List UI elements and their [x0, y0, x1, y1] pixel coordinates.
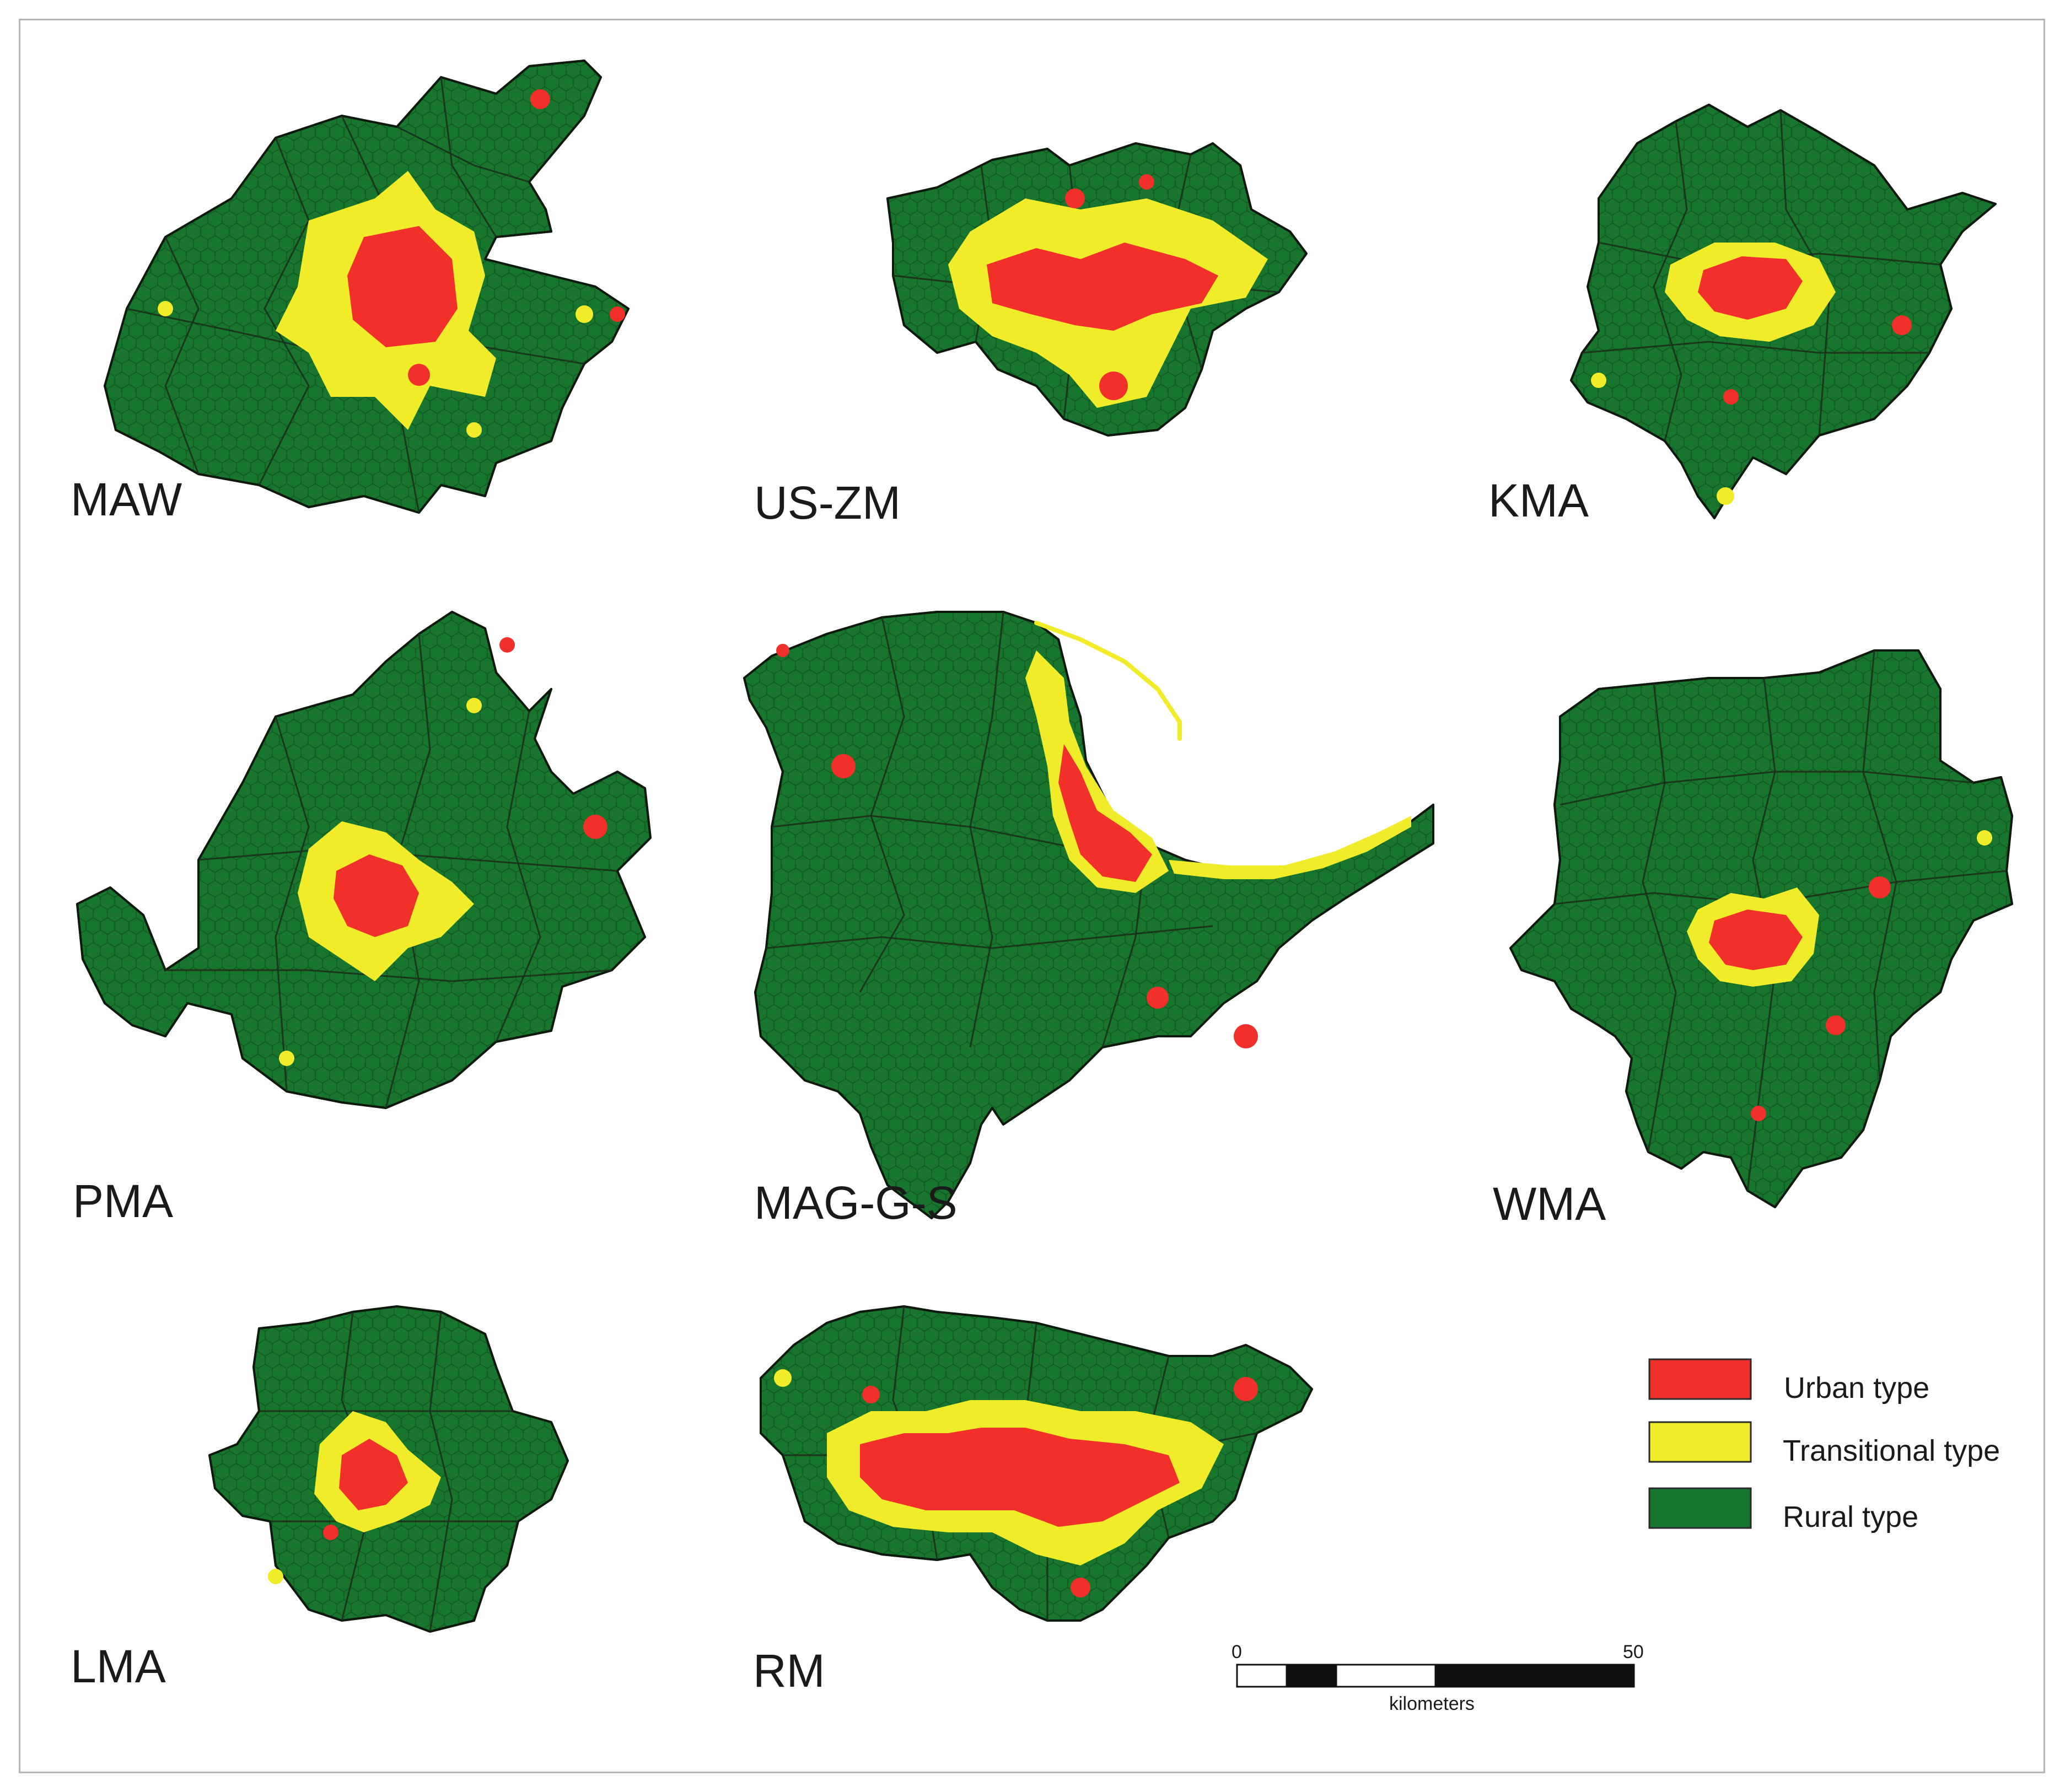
legend: Urban type Transitional type Rural type	[1648, 1358, 2000, 1533]
region-maw-urban-spot	[530, 89, 550, 109]
legend-swatch-urban	[1648, 1358, 1752, 1400]
region-label-mag-g-s: MAG-G-S	[754, 1177, 958, 1229]
region-mag-g-s-spit-fill	[1034, 621, 1182, 741]
legend-swatch-rural	[1648, 1487, 1752, 1529]
region-rm-transitional-spot	[774, 1369, 792, 1387]
legend-item-urban: Urban type	[1648, 1358, 1929, 1404]
region-kma-urban-spot	[1723, 389, 1739, 405]
region-wma-transitional-spot	[1977, 830, 1992, 846]
region-us-zm-urban-spot	[1099, 372, 1128, 400]
legend-item-transitional: Transitional type	[1648, 1421, 2000, 1467]
region-rm-urban-spot	[1234, 1377, 1258, 1401]
region-lma-urban-core	[339, 1439, 408, 1510]
region-mag-g-s: MAG-G-S	[743, 611, 1434, 1229]
region-rm: RM	[753, 1305, 1313, 1697]
region-maw-transitional-spot	[466, 422, 482, 438]
region-label-us-zm: US-ZM	[754, 477, 901, 529]
scale-bar-segment	[1236, 1664, 1288, 1688]
region-us-zm-urban-spot	[1065, 189, 1085, 208]
region-label-wma: WMA	[1493, 1178, 1606, 1230]
region-lma: LMA	[71, 1305, 569, 1692]
region-kma-transitional-spot	[1591, 373, 1606, 388]
region-pma-urban-spot	[583, 815, 607, 839]
region-us-zm-urban-spot	[1139, 174, 1154, 190]
region-mag-g-s-urban-spot	[1234, 1024, 1258, 1048]
region-us-zm-urban-core	[987, 243, 1218, 331]
region-wma-urban-core	[1709, 910, 1803, 970]
region-mag-g-s-urban-spot	[831, 754, 856, 778]
region-us-zm: US-ZM	[754, 142, 1308, 529]
scale-bar-segment	[1434, 1664, 1635, 1688]
region-label-lma: LMA	[71, 1640, 166, 1692]
region-mag-g-s-urban-spot	[776, 644, 789, 657]
region-wma-boundaries	[1554, 650, 2007, 1191]
legend-swatch-transitional	[1648, 1421, 1752, 1463]
region-mag-g-s-transitional-zone	[1025, 650, 1169, 893]
region-maw-urban-spot	[610, 306, 625, 322]
region-label-maw: MAW	[71, 473, 182, 525]
region-mag-g-s-hexgrid	[743, 611, 1434, 1219]
region-label-pma: PMA	[73, 1175, 173, 1227]
region-wma-urban-spot	[1826, 1015, 1846, 1035]
scale-bar-unit-label: kilometers	[1389, 1693, 1475, 1714]
region-mag-g-s-urban-spot	[1147, 987, 1169, 1009]
region-mag-g-s-urban-core	[1058, 744, 1152, 882]
region-lma-transitional-spot	[268, 1569, 283, 1584]
legend-label-transitional: Transitional type	[1783, 1434, 2000, 1467]
scale-bar-segment	[1335, 1664, 1437, 1688]
region-mag-g-s-coast-transitional	[1169, 816, 1411, 879]
region-kma: KMA	[1488, 104, 1997, 526]
legend-label-urban: Urban type	[1784, 1371, 1929, 1404]
region-wma: WMA	[1493, 649, 2013, 1230]
map-frame	[19, 19, 2045, 1773]
region-label-rm: RM	[753, 1645, 825, 1697]
legend-label-rural: Rural type	[1783, 1500, 1918, 1533]
region-wma-urban-spot	[1751, 1106, 1766, 1121]
region-maw-urban-spot	[408, 364, 430, 386]
region-rm-urban-core	[860, 1428, 1180, 1527]
scale-bar: 0 50 kilometers	[1232, 1642, 1644, 1714]
scale-bar-segment	[1286, 1664, 1337, 1688]
region-pma-transitional-spot	[279, 1051, 294, 1066]
region-kma-urban-spot	[1892, 315, 1912, 335]
scale-bar-end-label: 50	[1623, 1642, 1644, 1662]
region-wma-urban-spot	[1869, 876, 1891, 898]
region-kma-urban-core	[1698, 256, 1803, 320]
region-label-kma: KMA	[1488, 475, 1589, 526]
region-pma: PMA	[73, 611, 652, 1227]
legend-item-rural: Rural type	[1648, 1487, 1918, 1533]
scale-bar-start-label: 0	[1232, 1642, 1242, 1662]
region-kma-transitional-spot	[1717, 487, 1734, 505]
region-maw: MAW	[71, 60, 630, 525]
region-rm-urban-spot	[862, 1386, 880, 1403]
region-rm-urban-spot	[1071, 1578, 1090, 1597]
region-maw-transitional-spot	[158, 301, 173, 316]
region-lma-urban-spot	[323, 1525, 338, 1540]
region-pma-urban-spot	[499, 637, 515, 653]
region-pma-urban-core	[334, 854, 419, 937]
region-maw-urban-core	[347, 226, 458, 347]
region-maw-transitional-spot	[576, 305, 593, 323]
region-pma-transitional-spot	[466, 698, 482, 713]
region-maw-boundaries	[126, 77, 585, 513]
